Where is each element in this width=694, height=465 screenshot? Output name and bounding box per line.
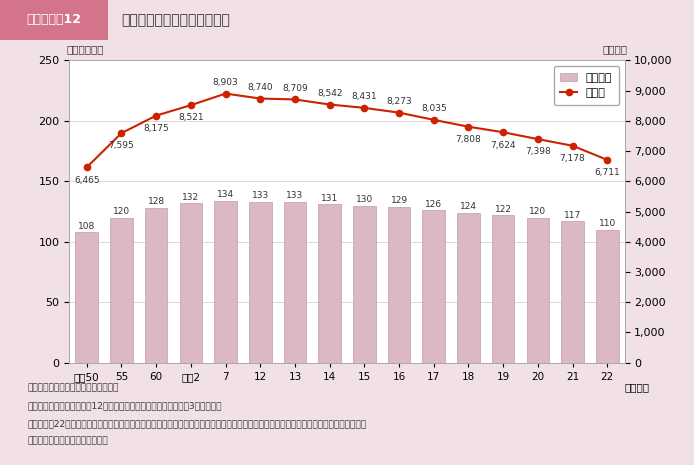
Text: （厚生省報告例、平成12年度から福祉行政報告例）（各年度3月末現在）: （厚生省報告例、平成12年度から福祉行政報告例）（各年度3月末現在）	[28, 401, 222, 410]
Text: 122: 122	[495, 205, 511, 214]
Text: 8,709: 8,709	[282, 84, 308, 93]
Bar	[249, 202, 271, 363]
Text: 老人クラブ数と会員数の推移: 老人クラブ数と会員数の推移	[121, 13, 230, 27]
Text: 108: 108	[78, 222, 95, 231]
Text: （千クラブ）: （千クラブ）	[67, 44, 104, 54]
Bar	[492, 215, 514, 363]
Bar	[457, 213, 480, 363]
Text: 134: 134	[217, 190, 234, 199]
Text: 6,711: 6,711	[594, 168, 620, 177]
Text: 8,035: 8,035	[421, 104, 447, 113]
Bar	[527, 218, 549, 363]
Text: 133: 133	[287, 192, 303, 200]
Text: 8,273: 8,273	[387, 97, 412, 106]
Bar	[319, 204, 341, 363]
Text: （年度）: （年度）	[625, 382, 650, 392]
Text: 7,178: 7,178	[559, 154, 586, 163]
Text: 除いて集計した数値である。: 除いて集計した数値である。	[28, 437, 108, 445]
Text: 7,398: 7,398	[525, 147, 551, 156]
Text: 131: 131	[321, 194, 338, 203]
Text: 8,542: 8,542	[317, 88, 342, 98]
Text: 120: 120	[113, 207, 130, 216]
Text: 129: 129	[391, 196, 407, 205]
Text: 133: 133	[252, 192, 269, 200]
Text: 132: 132	[183, 193, 199, 202]
Bar	[76, 232, 98, 363]
Bar	[284, 202, 306, 363]
Text: 8,521: 8,521	[178, 113, 203, 122]
Bar	[145, 208, 167, 363]
Text: （注）平成22年度は、東日本大震災の影響により、岩手県（盛岡市以外）、宮城県（仙台市以外）、福島県（郡山市及びいわき市以外）を: （注）平成22年度は、東日本大震災の影響により、岩手県（盛岡市以外）、宮城県（仙…	[28, 419, 367, 428]
Text: 図２－３－12: 図２－３－12	[26, 13, 82, 26]
Text: 130: 130	[356, 195, 373, 204]
Bar	[0, 0, 108, 40]
Text: 117: 117	[564, 211, 581, 220]
Bar	[180, 203, 202, 363]
Bar	[353, 206, 375, 363]
Bar	[561, 221, 584, 363]
Bar	[423, 210, 445, 363]
Text: 8,431: 8,431	[352, 92, 377, 101]
Text: 8,740: 8,740	[248, 83, 273, 92]
Text: 資料：厚生労働省「福祉行政報告例」: 資料：厚生労働省「福祉行政報告例」	[28, 384, 119, 392]
Text: 8,175: 8,175	[143, 124, 169, 133]
Text: 7,595: 7,595	[108, 141, 135, 151]
Text: 7,808: 7,808	[455, 135, 482, 144]
Bar	[596, 230, 618, 363]
Legend: クラブ数, 会員数: クラブ数, 会員数	[554, 66, 619, 105]
Text: 120: 120	[530, 207, 546, 216]
Text: 126: 126	[425, 200, 442, 209]
Text: 124: 124	[460, 202, 477, 211]
Text: 7,624: 7,624	[491, 140, 516, 150]
Text: 128: 128	[148, 198, 164, 206]
Bar	[214, 201, 237, 363]
Text: 8,903: 8,903	[212, 78, 239, 86]
Bar	[388, 207, 410, 363]
Text: 6,465: 6,465	[74, 176, 99, 185]
Text: 110: 110	[599, 219, 616, 228]
Bar	[110, 218, 133, 363]
Text: （千人）: （千人）	[602, 44, 627, 54]
